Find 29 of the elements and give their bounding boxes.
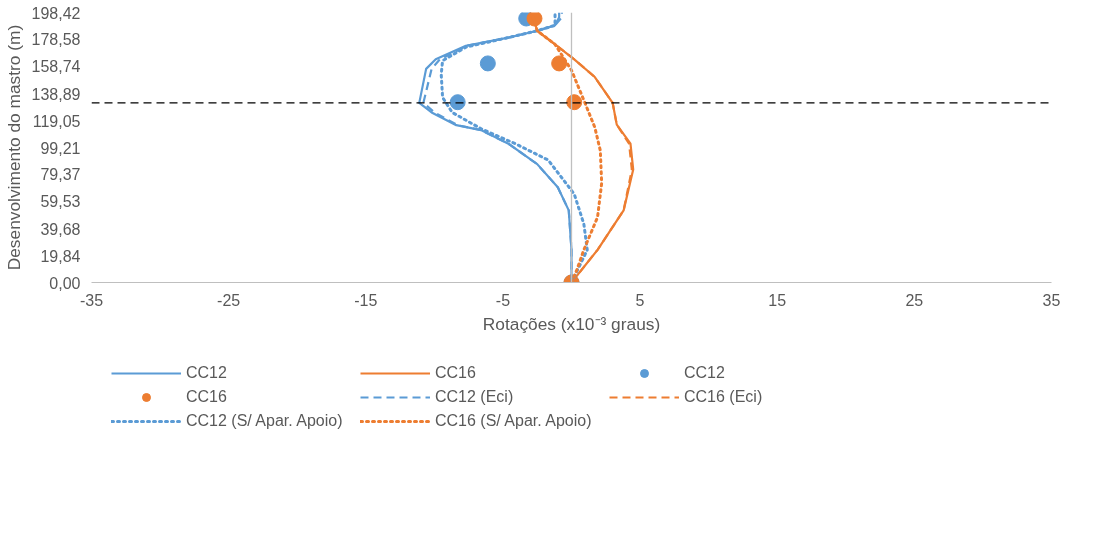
x-axis-title: Rotações (x10⁻³ graus): [482, 313, 661, 334]
x-tick-label: 25: [905, 291, 924, 309]
y-tick-label: 119,05: [32, 112, 81, 130]
y-tick-label: 99,21: [40, 139, 81, 157]
y-tick-label: 0,00: [49, 274, 81, 292]
legend-label: CC12: [186, 364, 228, 382]
x-tick-label: 15: [768, 291, 787, 309]
legend-label: CC12 (Eci): [435, 388, 515, 406]
legend-label: CC16: [435, 364, 477, 382]
legend-label: CC16 (Eci): [684, 388, 764, 406]
x-tick-label: -25: [217, 291, 241, 309]
x-tick-label: 5: [635, 291, 645, 309]
y-tick-label: 39,68: [40, 220, 81, 238]
legend-label: CC16: [186, 388, 228, 406]
y-tick-label: 178,58: [31, 31, 81, 49]
x-tick-label: -35: [79, 291, 104, 309]
legend-label: CC12 (S/ Apar. Apoio): [186, 412, 344, 430]
y-axis-title: Desenvolvimento do mastro (m): [3, 24, 24, 271]
x-tick-label: 35: [1042, 291, 1061, 309]
y-tick-label: 198,42: [31, 4, 81, 22]
legend-label: CC16 (S/ Apar. Apoio): [435, 412, 593, 430]
y-tick-label: 79,37: [40, 166, 81, 184]
y-tick-label: 138,89: [31, 85, 81, 103]
x-tick-label: -5: [495, 291, 511, 309]
x-tick-label: -15: [354, 291, 378, 309]
legend-label: CC12: [684, 364, 726, 382]
y-tick-label: 59,53: [40, 193, 81, 211]
y-tick-label: 158,74: [31, 58, 81, 76]
y-tick-label: 19,84: [40, 247, 81, 265]
